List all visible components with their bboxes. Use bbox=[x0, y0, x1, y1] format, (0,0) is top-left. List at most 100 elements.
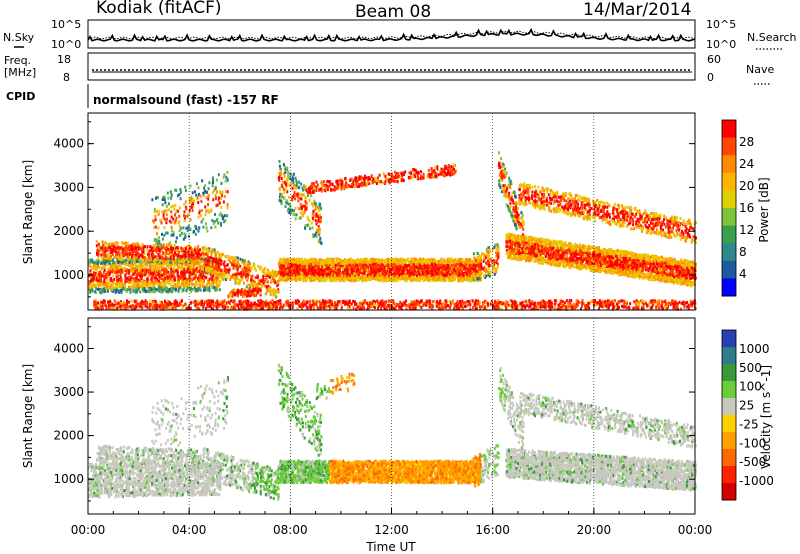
heatmap-cell bbox=[170, 252, 173, 256]
heatmap-cell bbox=[373, 270, 376, 274]
heatmap-cell bbox=[177, 194, 179, 198]
heatmap-cell bbox=[151, 260, 154, 264]
heatmap-cell bbox=[230, 292, 233, 296]
heatmap-cell bbox=[433, 262, 436, 266]
heatmap-cell bbox=[450, 279, 453, 283]
heatmap-cell bbox=[163, 226, 166, 230]
heatmap-cell bbox=[166, 275, 169, 279]
heatmap-cell bbox=[314, 202, 317, 206]
heatmap-cell bbox=[89, 258, 92, 262]
heatmap-cell bbox=[180, 274, 182, 278]
heatmap-cell bbox=[116, 246, 119, 250]
heatmap-cell bbox=[161, 203, 164, 207]
heatmap-cell bbox=[268, 270, 271, 274]
heatmap-cell bbox=[188, 254, 191, 258]
heatmap-cell bbox=[173, 276, 176, 280]
heatmap-cell bbox=[236, 266, 239, 270]
heatmap-cell bbox=[325, 278, 328, 282]
heatmap-cell bbox=[141, 254, 144, 258]
heatmap-cell bbox=[324, 274, 327, 278]
heatmap-cell bbox=[109, 252, 112, 256]
heatmap-cell bbox=[468, 263, 471, 267]
heatmap-cell bbox=[278, 160, 281, 163]
heatmap-cell bbox=[301, 271, 304, 274]
heatmap-cell bbox=[265, 285, 268, 289]
heatmap-cell bbox=[184, 200, 187, 204]
heatmap-cell bbox=[209, 256, 212, 260]
heatmap-cell bbox=[112, 245, 115, 248]
heatmap-cell bbox=[214, 288, 217, 292]
heatmap-cell bbox=[315, 222, 318, 226]
heatmap-cell bbox=[374, 277, 377, 281]
heatmap-cell bbox=[160, 261, 163, 265]
heatmap-cell bbox=[220, 272, 223, 276]
heatmap-cell bbox=[452, 276, 454, 280]
heatmap-cell bbox=[118, 289, 121, 293]
heatmap-cell bbox=[179, 286, 181, 290]
heatmap-cell bbox=[293, 191, 296, 195]
heatmap-cell bbox=[238, 282, 241, 286]
heatmap-cell bbox=[154, 214, 157, 218]
heatmap-cell bbox=[182, 288, 185, 292]
heatmap-cell bbox=[110, 247, 113, 251]
heatmap-cell bbox=[181, 282, 184, 286]
heatmap-cell bbox=[184, 235, 187, 239]
heatmap-cell bbox=[156, 245, 159, 249]
cpid-label: CPID bbox=[6, 90, 35, 103]
heatmap-cell bbox=[185, 226, 188, 230]
nsky-trace bbox=[87, 27, 696, 42]
heatmap-cell bbox=[278, 195, 281, 199]
heatmap-cell bbox=[141, 270, 144, 274]
heatmap-cell bbox=[217, 279, 220, 283]
heatmap-cell bbox=[142, 283, 145, 287]
heatmap-cell bbox=[109, 269, 112, 273]
heatmap-cell bbox=[123, 241, 125, 245]
heatmap-cell bbox=[88, 287, 91, 291]
heatmap-cell bbox=[165, 209, 168, 213]
heatmap-cell bbox=[118, 283, 121, 287]
heatmap-cell bbox=[318, 202, 321, 206]
heatmap-cell bbox=[103, 275, 106, 279]
heatmap-cell bbox=[329, 270, 332, 274]
heatmap-cell bbox=[400, 265, 403, 269]
heatmap-cell bbox=[204, 259, 207, 262]
heatmap-cell bbox=[139, 283, 142, 287]
heatmap-cell bbox=[164, 273, 167, 277]
heatmap-cell bbox=[356, 261, 358, 264]
heatmap-cell bbox=[217, 258, 220, 262]
heatmap-cell bbox=[465, 261, 468, 265]
heatmap-cell bbox=[470, 271, 473, 275]
heatmap-cell bbox=[284, 187, 287, 191]
heatmap-cell bbox=[208, 249, 210, 253]
heatmap-cell bbox=[196, 254, 199, 258]
heatmap-cell bbox=[240, 274, 242, 278]
heatmap-cell bbox=[162, 213, 165, 217]
heatmap-cell bbox=[273, 293, 275, 297]
heatmap-cell bbox=[161, 268, 163, 272]
heatmap-cell bbox=[167, 247, 170, 251]
heatmap-cell bbox=[336, 276, 339, 280]
heatmap-cell bbox=[202, 193, 205, 197]
heatmap-cell bbox=[153, 272, 156, 276]
heatmap-cell bbox=[108, 271, 111, 275]
heatmap-cell bbox=[329, 257, 332, 261]
heatmap-cell bbox=[221, 214, 224, 218]
heatmap-cell bbox=[240, 290, 243, 294]
heatmap-cell bbox=[153, 210, 156, 214]
heatmap-cell bbox=[95, 287, 98, 291]
heatmap-cell bbox=[114, 246, 117, 250]
heatmap-cell bbox=[294, 186, 297, 190]
heatmap-cell bbox=[211, 248, 214, 252]
heatmap-cell bbox=[410, 278, 412, 282]
heatmap-cell bbox=[124, 249, 126, 253]
heatmap-cell bbox=[235, 280, 238, 284]
heatmap-cell bbox=[203, 245, 206, 249]
heatmap-cell bbox=[417, 276, 420, 280]
heatmap-cell bbox=[126, 248, 129, 251]
heatmap-cell bbox=[183, 275, 186, 278]
heatmap-cell bbox=[383, 276, 386, 280]
heatmap-cell bbox=[193, 261, 196, 265]
heatmap-cell bbox=[294, 197, 297, 201]
heatmap-cell bbox=[248, 283, 251, 287]
heatmap-cell bbox=[195, 262, 198, 266]
